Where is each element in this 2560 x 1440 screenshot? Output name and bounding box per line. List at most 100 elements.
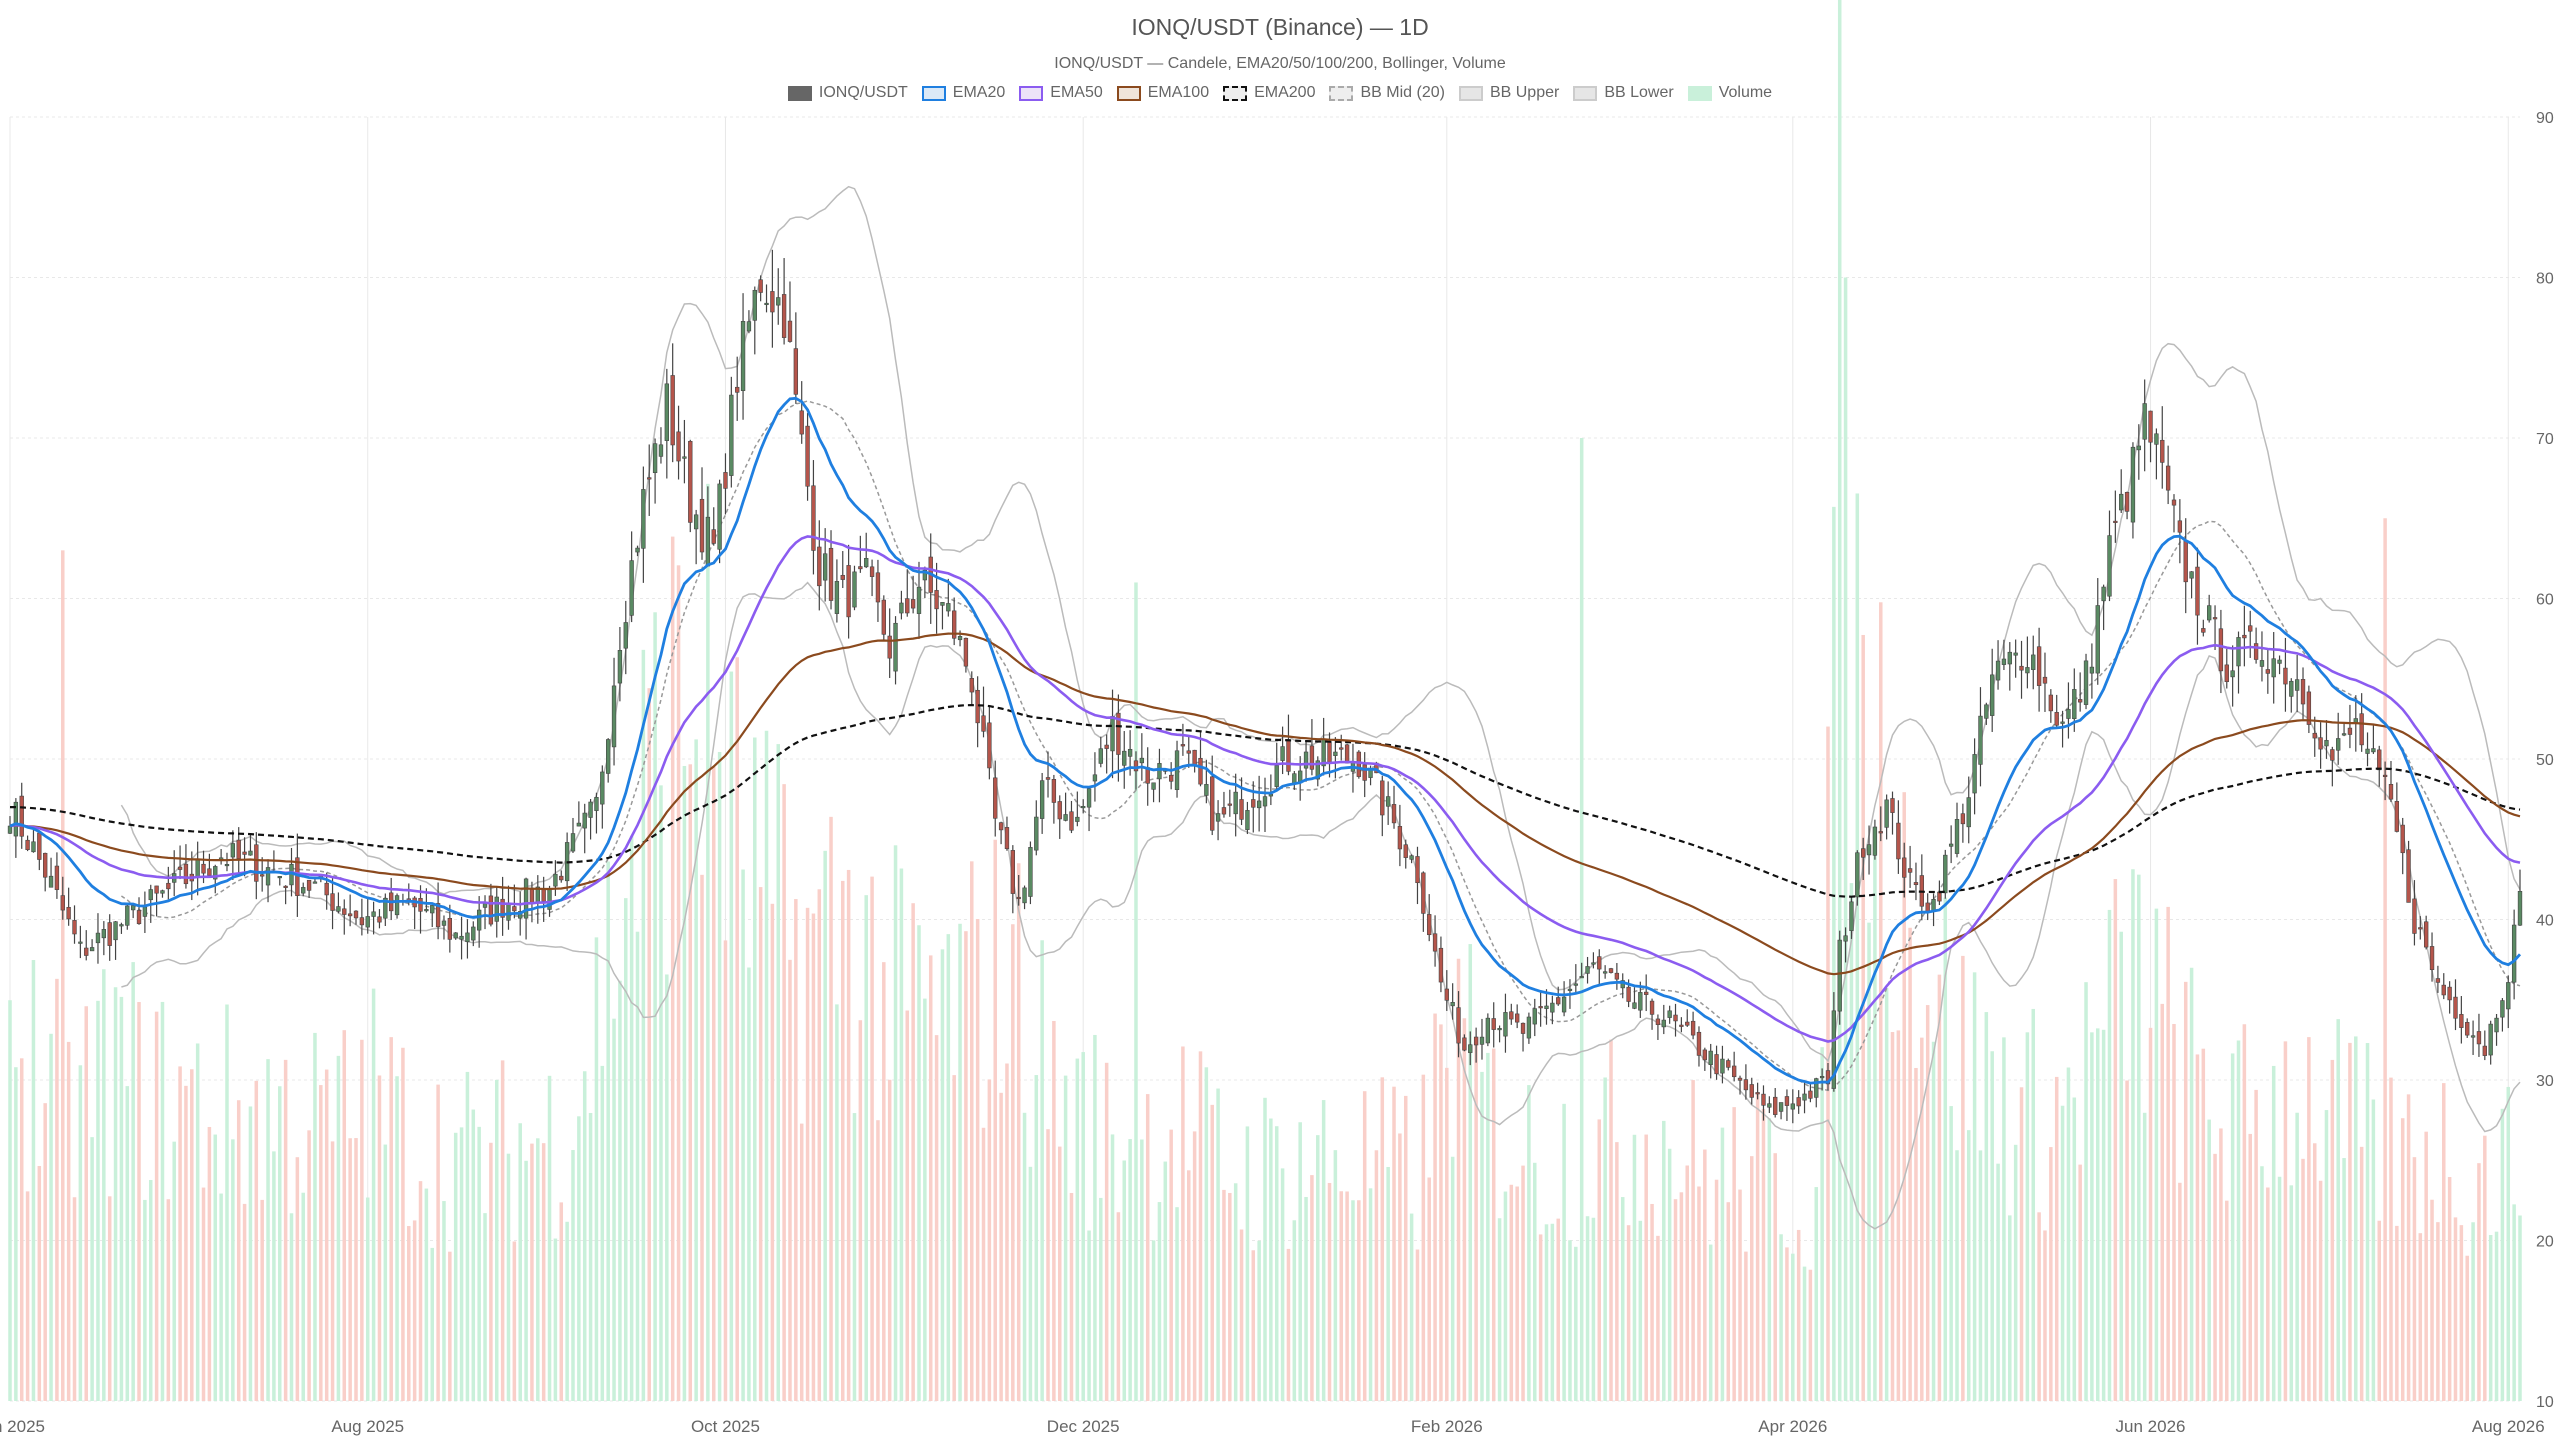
- candle-body: [2388, 784, 2394, 800]
- candle-body: [1122, 750, 1127, 766]
- volume-bar: [172, 1141, 176, 1401]
- volume-bar: [2154, 908, 2159, 1401]
- candle-body: [1409, 855, 1414, 860]
- candle-body: [957, 636, 963, 641]
- candle-body: [301, 887, 306, 894]
- volume-bar: [31, 960, 36, 1401]
- candle-body: [2347, 727, 2353, 735]
- candle-body: [1831, 1010, 1837, 1089]
- volume-bar: [2488, 1234, 2493, 1401]
- volume-bar: [594, 937, 599, 1401]
- candle-body: [875, 572, 881, 603]
- volume-bar: [1744, 1251, 1748, 1401]
- candle-body: [476, 909, 482, 931]
- candle-body: [2031, 654, 2036, 670]
- legend-item[interactable]: EMA100: [1116, 84, 1209, 102]
- x-tick-label: Jun 2025: [0, 1417, 45, 1436]
- volume-bar: [2219, 1128, 2223, 1401]
- y-tick-label: 60: [2536, 592, 2554, 609]
- volume-bar: [2512, 1204, 2516, 1401]
- legend-item[interactable]: BB Lower: [1573, 84, 1674, 102]
- legend-item[interactable]: EMA200: [1223, 84, 1315, 102]
- volume-bar: [2148, 1027, 2153, 1401]
- volume-bar: [1662, 1120, 1666, 1401]
- candle-body: [600, 771, 605, 805]
- volume-bar: [811, 913, 816, 1401]
- volume-bar: [1656, 1235, 1660, 1401]
- candle-body: [1473, 1036, 1479, 1046]
- volume-bar: [154, 1011, 159, 1401]
- candle-body: [2154, 433, 2159, 445]
- candle-body: [2054, 712, 2059, 726]
- candle-body: [1591, 962, 1596, 965]
- candle-body: [471, 926, 476, 941]
- volume-bar: [61, 550, 65, 1401]
- candle-body: [2036, 646, 2042, 686]
- candle-body: [2230, 670, 2235, 678]
- candle-body: [1421, 872, 1426, 914]
- candle-body: [1309, 745, 1315, 770]
- candle-body: [764, 302, 769, 306]
- candle-body: [166, 882, 171, 890]
- candle-body: [1075, 816, 1080, 822]
- candle-body: [1966, 797, 1971, 828]
- legend-item[interactable]: EMA20: [921, 84, 1005, 102]
- volume-bar: [882, 962, 886, 1401]
- candle-body: [611, 685, 617, 748]
- volume-bar: [1181, 1046, 1185, 1401]
- volume-bar: [2107, 909, 2112, 1401]
- candle-body: [1638, 992, 1643, 1011]
- volume-bar: [1351, 1200, 1355, 1401]
- volume-bar: [1597, 1119, 1602, 1401]
- legend-label: Volume: [1718, 84, 1773, 101]
- volume-bar: [805, 907, 810, 1401]
- candle-body: [183, 863, 189, 885]
- volume-bar: [600, 1065, 605, 1401]
- legend-swatch: [921, 85, 946, 101]
- candle-body: [529, 887, 535, 904]
- volume-bar: [8, 1000, 12, 1401]
- candle-body: [1884, 799, 1889, 828]
- volume-bar: [1902, 792, 1906, 1401]
- volume-bar: [219, 1193, 223, 1401]
- candle-body: [1526, 1016, 1532, 1039]
- volume-bar: [1515, 1186, 1519, 1401]
- candle-body: [641, 489, 646, 549]
- legend-item[interactable]: IONQ/USDT: [787, 84, 908, 102]
- y-tick-label: 30: [2536, 1073, 2554, 1090]
- candle-body: [776, 297, 781, 306]
- candle-body: [1503, 1012, 1508, 1037]
- candle-body: [1690, 1020, 1696, 1036]
- candle-body: [95, 932, 101, 944]
- candle-body: [1667, 1010, 1672, 1018]
- volume-bar: [2084, 982, 2088, 1401]
- volume-bar: [1914, 1067, 1918, 1401]
- volume-bar: [1626, 1225, 1631, 1401]
- legend-item[interactable]: BB Mid (20): [1329, 84, 1445, 102]
- volume-bar: [2113, 879, 2118, 1401]
- candle-body: [1579, 976, 1584, 979]
- volume-bar: [1544, 1224, 1549, 1401]
- candle-body: [969, 678, 974, 693]
- legend-item[interactable]: EMA50: [1019, 84, 1103, 102]
- volume-bar: [2195, 1054, 2200, 1401]
- candle-body: [2435, 978, 2441, 983]
- candle-body: [1403, 844, 1408, 858]
- volume-bar: [1075, 1058, 1080, 1401]
- candle-body: [2048, 694, 2054, 712]
- candle-body: [2318, 737, 2323, 750]
- candle-body: [1092, 774, 1098, 782]
- legend-label: EMA200: [1254, 84, 1316, 101]
- volume-bar: [1908, 927, 1912, 1401]
- volume-bar: [55, 978, 59, 1401]
- volume-bar: [2465, 1255, 2469, 1401]
- legend-item[interactable]: BB Upper: [1458, 84, 1559, 102]
- volume-bar: [272, 1151, 276, 1401]
- volume-bar: [571, 1150, 575, 1401]
- volume-bar: [49, 1033, 53, 1401]
- candle-body: [1180, 744, 1186, 747]
- volume-bar: [2201, 1048, 2206, 1401]
- volume-bar: [1374, 1150, 1379, 1401]
- legend-item[interactable]: Volume: [1687, 84, 1773, 102]
- candle-body: [834, 581, 840, 614]
